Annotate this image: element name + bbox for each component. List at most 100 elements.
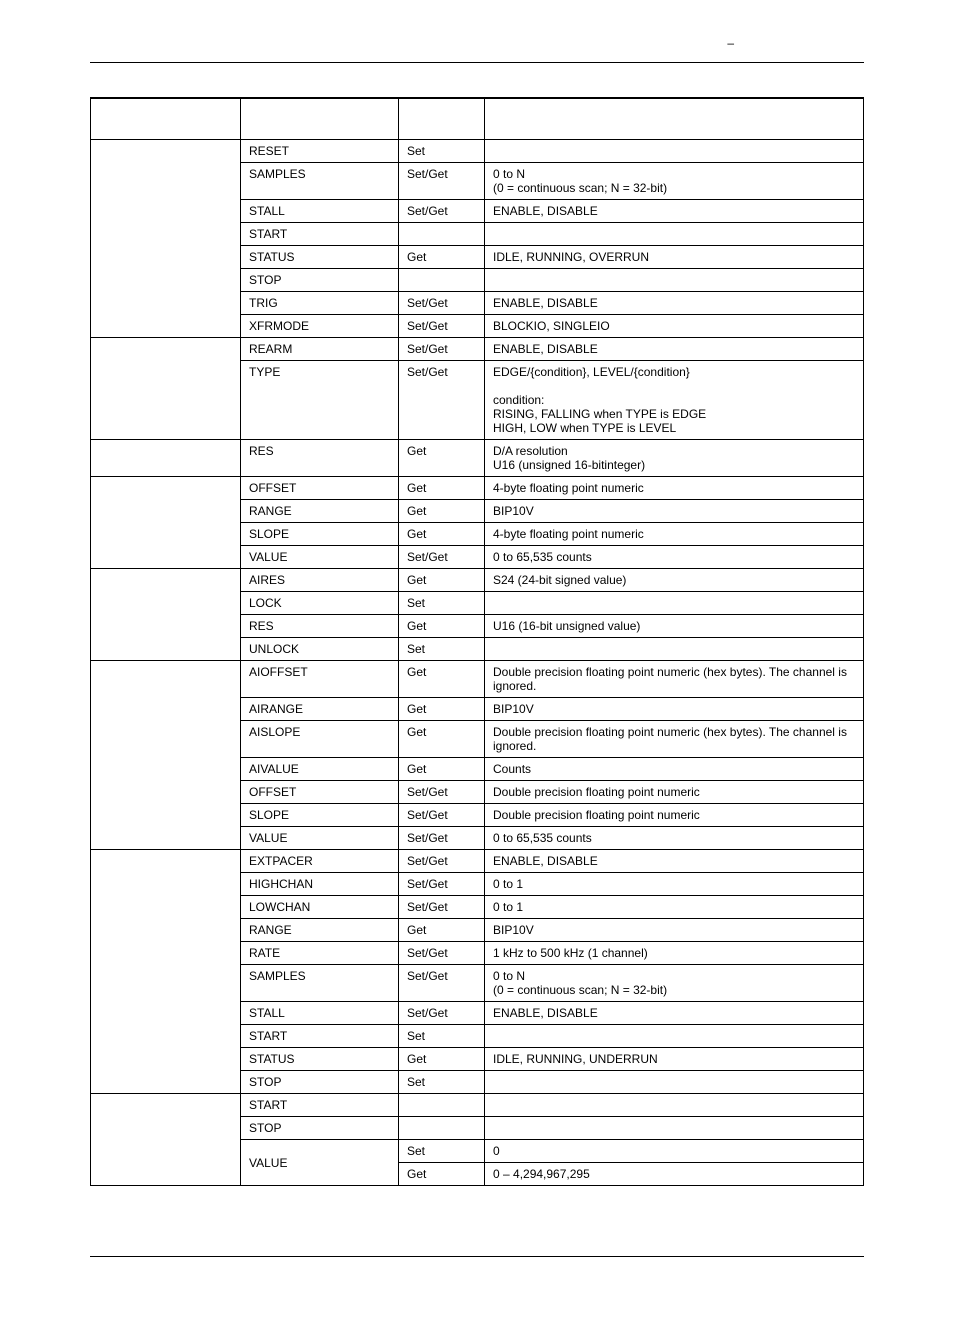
component-cell xyxy=(91,850,241,873)
value-cell: EDGE/{condition}, LEVEL/{condition}condi… xyxy=(485,361,864,440)
header-cell xyxy=(241,98,399,140)
table-row: SLOPEGet4-byte floating point numeric xyxy=(91,523,864,546)
component-cell xyxy=(91,315,241,338)
component-cell xyxy=(91,661,241,698)
table-row: OFFSETSet/GetDouble precision floating p… xyxy=(91,781,864,804)
setget-cell: Set/Get xyxy=(399,850,485,873)
value-cell xyxy=(485,269,864,292)
table-row: REARMSet/GetENABLE, DISABLE xyxy=(91,338,864,361)
table-row: AIVALUEGetCounts xyxy=(91,758,864,781)
component-cell xyxy=(91,361,241,440)
setget-cell: Get xyxy=(399,721,485,758)
item-cell: SAMPLES xyxy=(241,163,399,200)
item-cell: OFFSET xyxy=(241,781,399,804)
component-cell xyxy=(91,546,241,569)
setget-cell: Get xyxy=(399,477,485,500)
table-row: STOP xyxy=(91,269,864,292)
setget-cell: Set/Get xyxy=(399,942,485,965)
value-cell: 0 to 1 xyxy=(485,896,864,919)
item-cell: AIOFFSET xyxy=(241,661,399,698)
setget-cell: Set/Get xyxy=(399,163,485,200)
value-cell: Double precision floating point numeric xyxy=(485,781,864,804)
value-cell: BLOCKIO, SINGLEIO xyxy=(485,315,864,338)
component-cell xyxy=(91,523,241,546)
page: – RESETSetSAMPLESSet/Get0 to N(0 = conti… xyxy=(0,0,954,1317)
setget-cell: Set/Get xyxy=(399,546,485,569)
header-rule xyxy=(90,62,864,63)
component-cell xyxy=(91,1002,241,1025)
component-cell xyxy=(91,200,241,223)
setget-cell: Set xyxy=(399,1025,485,1048)
component-cell xyxy=(91,338,241,361)
value-cell: ENABLE, DISABLE xyxy=(485,338,864,361)
table-row: VALUESet0 xyxy=(91,1140,864,1163)
value-cell: U16 (16-bit unsigned value) xyxy=(485,615,864,638)
component-cell xyxy=(91,827,241,850)
component-cell xyxy=(91,965,241,1002)
table-row: STALLSet/GetENABLE, DISABLE xyxy=(91,200,864,223)
setget-cell: Set/Get xyxy=(399,292,485,315)
value-cell: 0 to 65,535 counts xyxy=(485,827,864,850)
item-cell: RES xyxy=(241,440,399,477)
setget-cell: Set xyxy=(399,1140,485,1163)
value-cell xyxy=(485,1094,864,1117)
setget-cell: Get xyxy=(399,1048,485,1071)
table-row: SAMPLESSet/Get0 to N(0 = continuous scan… xyxy=(91,163,864,200)
table-row: SAMPLESSet/Get0 to N(0 = continuous scan… xyxy=(91,965,864,1002)
table-row: STATUSGetIDLE, RUNNING, UNDERRUN xyxy=(91,1048,864,1071)
setget-cell: Set/Get xyxy=(399,361,485,440)
setget-cell: Set/Get xyxy=(399,965,485,1002)
item-cell: HIGHCHAN xyxy=(241,873,399,896)
item-cell: UNLOCK xyxy=(241,638,399,661)
component-cell xyxy=(91,477,241,500)
component-cell xyxy=(91,1117,241,1140)
setget-cell xyxy=(399,223,485,246)
value-cell: BIP10V xyxy=(485,698,864,721)
item-cell: VALUE xyxy=(241,1140,399,1186)
value-cell: BIP10V xyxy=(485,919,864,942)
item-cell: STATUS xyxy=(241,246,399,269)
item-cell: AIRANGE xyxy=(241,698,399,721)
item-cell: SLOPE xyxy=(241,523,399,546)
item-cell: SAMPLES xyxy=(241,965,399,1002)
footer-rule xyxy=(90,1256,864,1257)
component-cell xyxy=(91,942,241,965)
table-row: RANGEGetBIP10V xyxy=(91,919,864,942)
table-row: LOWCHANSet/Get0 to 1 xyxy=(91,896,864,919)
header-cell xyxy=(399,98,485,140)
item-cell: TRIG xyxy=(241,292,399,315)
setget-cell xyxy=(399,269,485,292)
table-row: STALLSet/GetENABLE, DISABLE xyxy=(91,1002,864,1025)
item-cell: TYPE xyxy=(241,361,399,440)
value-cell: S24 (24-bit signed value) xyxy=(485,569,864,592)
item-cell: EXTPACER xyxy=(241,850,399,873)
item-cell: VALUE xyxy=(241,827,399,850)
component-cell xyxy=(91,592,241,615)
setget-cell: Set/Get xyxy=(399,338,485,361)
component-cell xyxy=(91,721,241,758)
setget-cell: Set xyxy=(399,592,485,615)
table-row: AIOFFSETGetDouble precision floating poi… xyxy=(91,661,864,698)
value-cell: 4-byte floating point numeric xyxy=(485,477,864,500)
item-cell: STALL xyxy=(241,1002,399,1025)
value-cell xyxy=(485,638,864,661)
value-cell xyxy=(485,592,864,615)
setget-cell: Get xyxy=(399,919,485,942)
component-cell xyxy=(91,804,241,827)
table-row: HIGHCHANSet/Get0 to 1 xyxy=(91,873,864,896)
setget-cell: Set/Get xyxy=(399,1002,485,1025)
setget-cell: Get xyxy=(399,246,485,269)
value-cell xyxy=(485,1071,864,1094)
setget-cell: Get xyxy=(399,758,485,781)
component-cell xyxy=(91,758,241,781)
component-cell xyxy=(91,1163,241,1186)
value-cell: Double precision floating point numeric xyxy=(485,804,864,827)
table-row: TYPESet/GetEDGE/{condition}, LEVEL/{cond… xyxy=(91,361,864,440)
component-cell xyxy=(91,269,241,292)
item-cell: RATE xyxy=(241,942,399,965)
component-cell xyxy=(91,638,241,661)
item-cell: SLOPE xyxy=(241,804,399,827)
item-cell: LOWCHAN xyxy=(241,896,399,919)
component-cell xyxy=(91,246,241,269)
setget-cell: Set/Get xyxy=(399,896,485,919)
